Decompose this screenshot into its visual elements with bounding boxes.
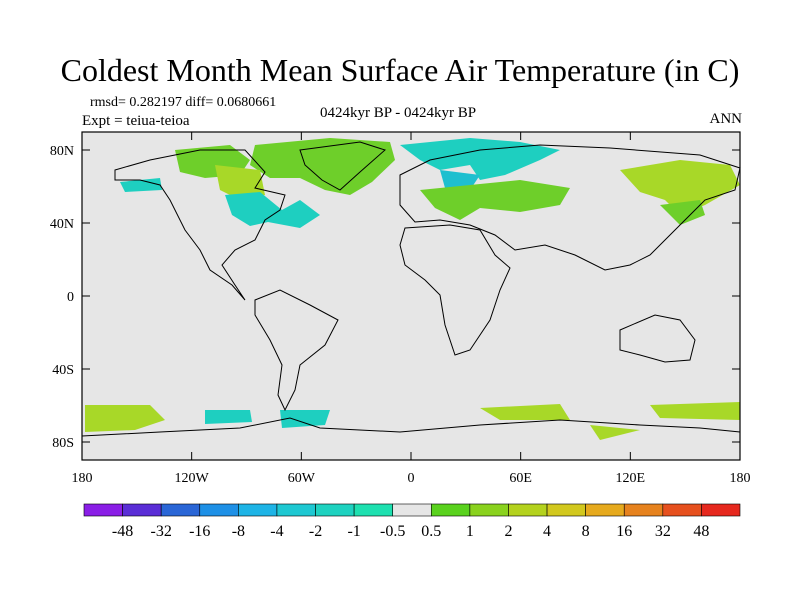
coastline-antarctica: [81, 417, 741, 437]
colorbar: [83, 503, 741, 517]
anomaly-region: [400, 138, 560, 180]
colorbar-label: 4: [543, 523, 551, 540]
colorbar-swatch: [623, 503, 664, 517]
lat-label: 80S: [52, 436, 74, 451]
lon-label: 60W: [288, 471, 316, 486]
anomaly-region: [205, 410, 252, 424]
lon-axis: 180 120W 60W 0 60E 120E 180: [72, 132, 751, 486]
colorbar-swatch: [238, 503, 278, 517]
colorbar-label: -4: [270, 523, 283, 540]
lon-label: 180: [72, 471, 93, 486]
colorbar-label: -48: [112, 523, 133, 540]
anomaly-region: [480, 404, 570, 420]
coastline-south-america: [254, 289, 339, 412]
colorbar-label: -0.5: [380, 523, 405, 540]
anomaly-region: [420, 180, 570, 220]
colorbar-label: -32: [151, 523, 172, 540]
colorbar-swatch: [353, 503, 394, 517]
colorbar-label: 0.5: [421, 523, 441, 540]
colorbar-swatch: [508, 503, 548, 517]
map-background: [82, 132, 740, 460]
anomaly-region: [120, 178, 162, 192]
anomaly-region: [590, 425, 640, 440]
anomaly-region: [225, 192, 320, 228]
coastline-eurasia: [399, 144, 741, 271]
lat-label: 0: [67, 290, 74, 305]
colorbar-swatch: [430, 503, 471, 517]
colorbar-label: 32: [655, 523, 671, 540]
coastline-greenland: [299, 141, 386, 191]
lat-label: 40N: [50, 217, 74, 232]
colorbar-labels: -48 -32 -16 -8 -4 -2 -1 -0.5 0.5 1 2 4 8 16 32 48: [112, 523, 709, 540]
lat-label: 80N: [50, 144, 74, 159]
colorbar-label: 8: [582, 523, 590, 540]
chart-title: Coldest Month Mean Surface Air Temperatu…: [60, 52, 740, 88]
colorbar-swatch: [469, 503, 509, 517]
colorbar-label: 1: [466, 523, 474, 540]
lon-label: 0: [408, 471, 415, 486]
experiment-text: Expt = teiua-teioa: [82, 113, 190, 129]
colorbar-swatch: [199, 503, 239, 517]
colorbar-label: -2: [309, 523, 322, 540]
lon-label: 180: [730, 471, 751, 486]
anomaly-region: [620, 160, 740, 215]
colorbar-swatch: [546, 503, 586, 517]
colorbar-swatch: [585, 503, 625, 517]
colorbar-swatch: [160, 503, 201, 517]
lon-label: 120E: [616, 471, 646, 486]
colorbar-label: -1: [347, 523, 360, 540]
colorbar-swatch: [662, 503, 702, 517]
anomaly-region: [85, 405, 165, 432]
coastline-australia: [619, 314, 696, 363]
anomaly-region: [215, 165, 265, 200]
colorbar-label: -8: [232, 523, 245, 540]
colorbar-swatch: [276, 503, 316, 517]
colorbar-swatch: [392, 503, 432, 517]
anomaly-region: [650, 402, 740, 420]
lon-label: 120W: [175, 471, 210, 486]
colorbar-swatch: [83, 503, 123, 517]
lat-axis: 80N 40N 0 40S 80S: [50, 144, 740, 451]
lat-label: 40S: [52, 363, 74, 378]
colorbar-label: -16: [189, 523, 210, 540]
period-text: 0424kyr BP - 0424kyr BP: [320, 105, 477, 121]
colorbar-label: 16: [616, 523, 632, 540]
anomaly-region: [250, 138, 395, 195]
anomaly-regions: [85, 138, 740, 440]
season-text: ANN: [709, 111, 743, 127]
colorbar-swatch: [122, 503, 162, 517]
colorbar-label: 48: [693, 523, 709, 540]
colorbar-label: 2: [504, 523, 512, 540]
anomaly-region: [660, 200, 705, 225]
anomaly-region: [280, 410, 330, 428]
colorbar-swatch: [701, 503, 741, 517]
coastline-africa: [399, 224, 511, 356]
coastline-north-america: [114, 149, 286, 301]
coastlines: [81, 141, 741, 437]
lon-label: 60E: [509, 471, 532, 486]
stats-text: rmsd= 0.282197 diff= 0.0680661: [90, 95, 277, 110]
colorbar-swatch: [315, 503, 355, 517]
